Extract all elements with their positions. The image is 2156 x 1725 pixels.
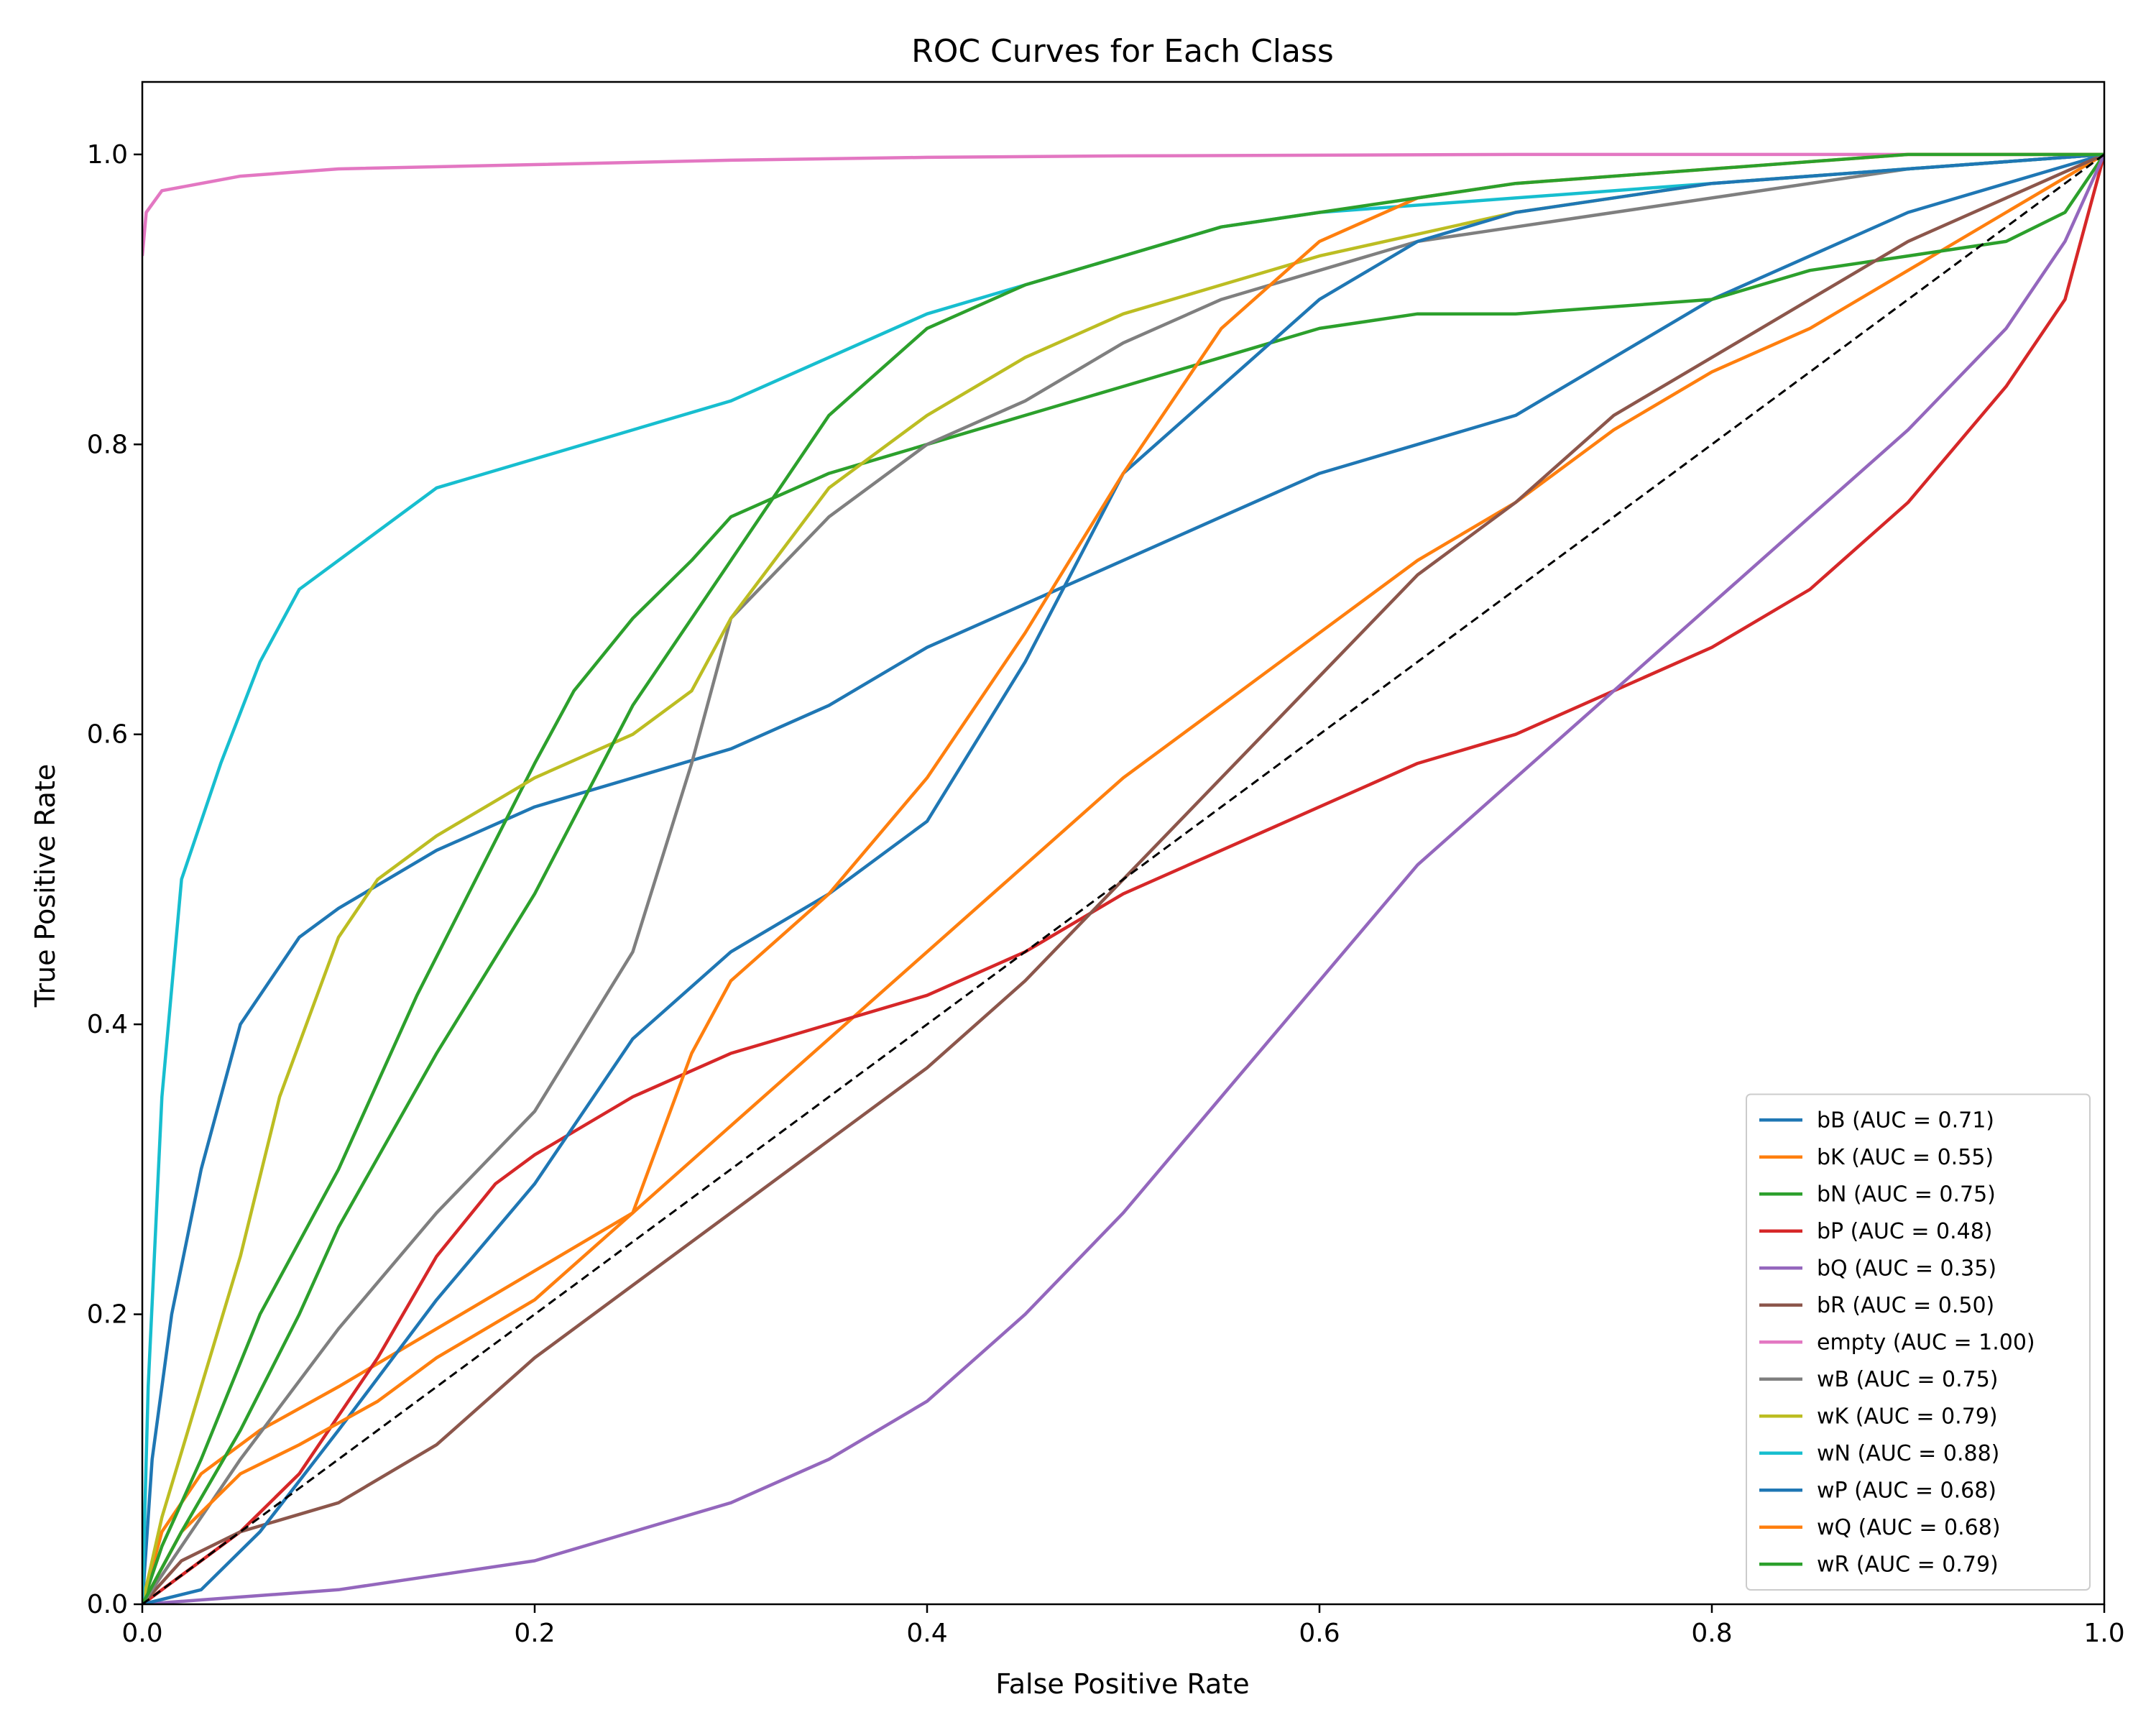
x-axis-ticks: 0.0 0.2 0.4 0.6 0.8 1.0 bbox=[121, 1604, 2125, 1648]
x-axis-label: False Positive Rate bbox=[995, 1668, 1249, 1700]
y-tick-label: 1.0 bbox=[87, 140, 128, 170]
legend-entry: wQ (AUC = 0.68) bbox=[1817, 1515, 2001, 1540]
series-line-8 bbox=[142, 152, 2104, 1604]
series-line-9 bbox=[142, 152, 2104, 1604]
legend-entry: bR (AUC = 0.50) bbox=[1817, 1293, 1994, 1318]
y-tick-label: 0.4 bbox=[87, 1010, 128, 1039]
series-line-4 bbox=[142, 153, 2104, 1604]
legend-entry: empty (AUC = 1.00) bbox=[1817, 1330, 2035, 1355]
series-line-7 bbox=[142, 152, 2104, 1604]
legend-box bbox=[1746, 1093, 2091, 1591]
legend-entry: wB (AUC = 0.75) bbox=[1817, 1367, 1999, 1392]
legend-entry: wK (AUC = 0.79) bbox=[1817, 1404, 1998, 1429]
y-axis-label: True Positive Rate bbox=[29, 764, 61, 1008]
x-tick-label: 0.8 bbox=[1691, 1619, 1732, 1648]
legend: bB (AUC = 0.71) bK (AUC = 0.55) bN (AUC = … bbox=[1746, 1093, 2091, 1591]
series-line-1 bbox=[142, 152, 2104, 1604]
legend-entry: bK (AUC = 0.55) bbox=[1817, 1145, 1994, 1170]
y-tick-label: 0.2 bbox=[87, 1300, 128, 1330]
series-line-12 bbox=[142, 152, 2104, 1604]
series-line-5 bbox=[142, 152, 2104, 1604]
series-line-6 bbox=[142, 152, 2104, 257]
legend-entry: bP (AUC = 0.48) bbox=[1817, 1219, 1993, 1244]
x-tick-label: 0.0 bbox=[121, 1619, 162, 1648]
legend-entry: wP (AUC = 0.68) bbox=[1817, 1478, 1996, 1503]
y-tick-label: 0.0 bbox=[87, 1590, 128, 1619]
legend-entry: bQ (AUC = 0.35) bbox=[1817, 1256, 1996, 1281]
series-line-10 bbox=[142, 152, 2104, 1604]
y-axis-ticks: 0.0 0.2 0.4 0.6 0.8 1.0 bbox=[87, 140, 142, 1619]
plot-frame bbox=[141, 80, 2106, 1606]
x-tick-label: 1.0 bbox=[2083, 1619, 2124, 1648]
reference-diagonal bbox=[142, 153, 2104, 1604]
series-line-2 bbox=[142, 153, 2104, 1604]
y-tick-label: 0.6 bbox=[87, 720, 128, 750]
series-line-3 bbox=[142, 154, 2104, 1604]
legend-entry: bB (AUC = 0.71) bbox=[1817, 1108, 1994, 1133]
x-tick-label: 0.4 bbox=[906, 1619, 947, 1648]
legend-entry: bN (AUC = 0.75) bbox=[1817, 1182, 1996, 1207]
legend-entry: wN (AUC = 0.88) bbox=[1817, 1441, 1999, 1466]
legend-entry: wR (AUC = 0.79) bbox=[1817, 1552, 1999, 1577]
x-tick-label: 0.6 bbox=[1299, 1619, 1340, 1648]
x-tick-label: 0.2 bbox=[514, 1619, 555, 1648]
series-line-0 bbox=[142, 152, 2104, 1604]
chart-title: ROC Curves for Each Class bbox=[911, 33, 1334, 70]
series-lines bbox=[142, 152, 2104, 1604]
y-tick-label: 0.8 bbox=[87, 430, 128, 459]
